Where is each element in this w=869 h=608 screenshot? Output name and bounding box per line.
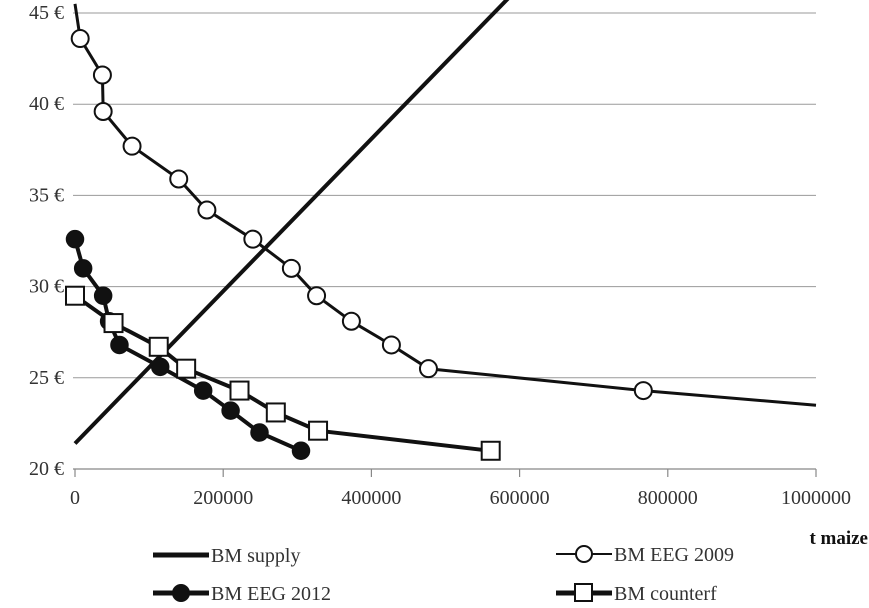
y-axis-ticks: 20 € 25 € 30 € 35 € 40 € 45 € — [29, 2, 64, 480]
y-tick-label: 40 € — [29, 93, 64, 115]
gridlines — [73, 12, 816, 379]
data-point-bm-eeg-2012 — [221, 401, 240, 420]
data-point-bm-eeg-2009 — [243, 229, 263, 249]
y-tick-label: 45 € — [29, 2, 64, 24]
legend-label-bm-eeg-2012: BM EEG 2012 — [211, 583, 331, 605]
data-point-bm-eeg-2009 — [197, 200, 217, 220]
data-point-bm-counterf — [103, 313, 124, 334]
data-point-bm-eeg-2009 — [169, 169, 189, 189]
y-tick-label: 35 € — [29, 184, 64, 206]
data-point-bm-eeg-2009 — [418, 359, 438, 379]
x-tick-label: 400000 — [341, 487, 401, 509]
data-point-bm-eeg-2012 — [193, 381, 213, 400]
legend-marker-filled-circle — [172, 584, 190, 602]
data-point-bm-counterf — [65, 285, 85, 306]
data-point-bm-eeg-2012 — [291, 441, 311, 461]
x-axis-ticks: 0 200000 400000 600000 800000 1000000 — [70, 469, 851, 509]
legend-marker-open-circle — [575, 545, 593, 563]
data-point-bm-eeg-2009 — [341, 311, 361, 331]
legend-item-bm-supply: BM supply — [153, 545, 300, 567]
data-point-bm-eeg-2009 — [70, 29, 90, 49]
data-point-bm-eeg-2012 — [150, 357, 170, 377]
marker-layer — [65, 29, 653, 461]
data-point-bm-counterf — [148, 336, 169, 357]
y-tick-label: 20 € — [29, 458, 64, 480]
series-line-bm-eeg-2012 — [73, 238, 302, 453]
data-point-bm-eeg-2009 — [381, 335, 401, 355]
y-tick-label: 30 € — [29, 276, 64, 298]
data-point-bm-counterf — [308, 420, 329, 441]
x-tick-label: 800000 — [638, 487, 698, 509]
legend-label-bm-counterf: BM counterf — [614, 583, 717, 605]
data-point-bm-eeg-2009 — [281, 258, 301, 278]
x-axis-label: t maize — [809, 528, 868, 549]
data-point-bm-counterf — [229, 380, 250, 401]
data-point-bm-eeg-2012 — [93, 286, 113, 305]
data-point-bm-eeg-2012 — [250, 423, 269, 442]
x-tick-label: 200000 — [193, 487, 253, 509]
data-point-bm-eeg-2012 — [110, 335, 129, 355]
data-point-bm-counterf — [265, 402, 286, 423]
data-point-bm-eeg-2009 — [122, 136, 142, 156]
legend-item-bm-eeg-2009: BM EEG 2009 — [556, 544, 734, 566]
x-tick-label: 0 — [70, 487, 80, 509]
data-point-bm-eeg-2012 — [65, 229, 85, 249]
data-point-bm-eeg-2009 — [92, 65, 112, 85]
series-line-bm-supply — [73, 0, 510, 445]
data-point-bm-counterf — [480, 440, 501, 461]
x-tick-label: 600000 — [490, 487, 550, 509]
data-point-bm-eeg-2012 — [73, 259, 93, 278]
y-tick-label: 25 € — [29, 367, 64, 389]
data-point-bm-eeg-2009 — [93, 101, 113, 121]
legend-marker-open-square — [574, 583, 593, 602]
legend-label-bm-eeg-2009: BM EEG 2009 — [614, 544, 734, 566]
x-tick-label: 1000000 — [781, 487, 851, 509]
legend-label-bm-supply: BM supply — [211, 545, 300, 567]
data-point-bm-eeg-2009 — [633, 381, 653, 401]
data-point-bm-counterf — [176, 358, 197, 379]
series-layer — [73, 0, 817, 453]
legend: BM supply BM EEG 2009 BM EEG 2012 BM cou… — [153, 544, 734, 605]
legend-item-bm-counterf: BM counterf — [556, 583, 717, 605]
legend-item-bm-eeg-2012: BM EEG 2012 — [153, 583, 331, 605]
data-point-bm-eeg-2009 — [307, 286, 327, 306]
